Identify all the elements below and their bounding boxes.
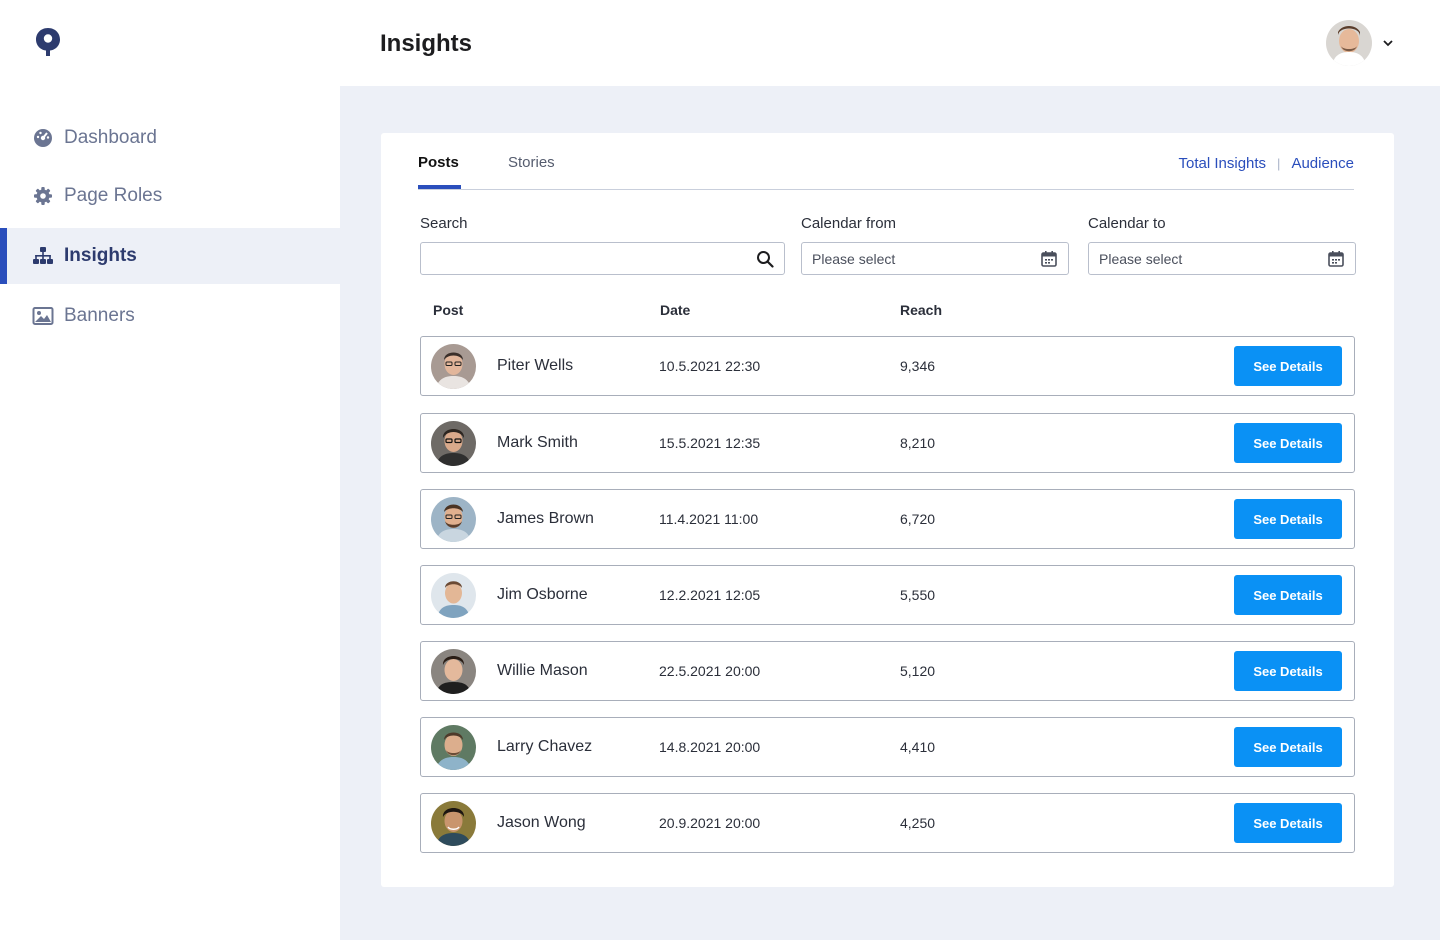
avatar — [431, 801, 476, 846]
main-content: Posts Stories Total Insights | Audience … — [340, 86, 1440, 940]
row-date: 20.9.2021 20:00 — [659, 815, 761, 831]
table-row: Piter Wells 10.5.2021 22:30 9,346 See De… — [420, 336, 1355, 396]
row-date: 22.5.2021 20:00 — [659, 663, 761, 679]
table-row: Jason Wong 20.9.2021 20:00 4,250 See Det… — [420, 793, 1355, 853]
table-row: James Brown 11.4.2021 11:00 6,720 See De… — [420, 489, 1355, 549]
row-name: Mark Smith — [497, 434, 578, 451]
table-row: Mark Smith 15.5.2021 12:35 8,210 See Det… — [420, 413, 1355, 473]
avatar — [431, 344, 476, 389]
user-menu[interactable] — [1326, 20, 1394, 66]
logo-icon[interactable] — [33, 26, 63, 58]
avatar — [431, 421, 476, 466]
search-label: Search — [420, 215, 468, 232]
row-reach: 4,410 — [900, 739, 936, 755]
calendar-to-placeholder: Please select — [1099, 250, 1183, 267]
avatar — [431, 497, 476, 542]
link-divider: | — [1277, 156, 1281, 171]
row-name: Jim Osborne — [497, 586, 588, 603]
dashboard-icon — [32, 127, 54, 149]
table-row: Willie Mason 22.5.2021 20:00 5,120 See D… — [420, 641, 1355, 701]
row-date: 14.8.2021 20:00 — [659, 739, 761, 755]
row-name: James Brown — [497, 510, 594, 527]
column-header-post: Post — [433, 302, 464, 318]
search-icon[interactable] — [756, 250, 774, 268]
column-header-reach: Reach — [900, 302, 943, 318]
image-icon — [32, 305, 54, 327]
sidebar-item-page-roles[interactable]: Page Roles — [0, 168, 340, 224]
see-details-button[interactable]: See Details — [1234, 499, 1342, 539]
page-title: Insights — [380, 30, 473, 57]
insights-card: Posts Stories Total Insights | Audience … — [381, 133, 1394, 887]
total-insights-link[interactable]: Total Insights — [1178, 155, 1267, 172]
calendar-from-field[interactable]: Please select — [801, 242, 1069, 275]
tab-bar: Posts Stories Total Insights | Audience — [418, 133, 1354, 190]
see-details-button[interactable]: See Details — [1234, 575, 1342, 615]
row-reach: 6,720 — [900, 511, 936, 527]
calendar-icon[interactable] — [1040, 250, 1058, 268]
gear-icon — [32, 185, 54, 207]
calendar-to-field[interactable]: Please select — [1088, 242, 1356, 275]
row-name: Piter Wells — [497, 357, 574, 374]
table-row: Larry Chavez 14.8.2021 20:00 4,410 See D… — [420, 717, 1355, 777]
sidebar-item-label: Dashboard — [64, 127, 157, 148]
row-date: 12.2.2021 12:05 — [659, 587, 761, 603]
table-row: Jim Osborne 12.2.2021 12:05 5,550 See De… — [420, 565, 1355, 625]
row-name: Jason Wong — [497, 814, 586, 831]
insight-links: Total Insights | Audience — [1179, 155, 1355, 172]
tab-stories[interactable]: Stories — [508, 154, 555, 171]
calendar-from-placeholder: Please select — [812, 250, 896, 267]
calendar-icon[interactable] — [1327, 250, 1345, 268]
see-details-button[interactable]: See Details — [1234, 651, 1342, 691]
row-reach: 8,210 — [900, 435, 936, 451]
search-input[interactable] — [420, 242, 785, 275]
sidebar-item-insights[interactable]: Insights — [0, 228, 340, 284]
see-details-button[interactable]: See Details — [1234, 803, 1342, 843]
chevron-down-icon[interactable] — [1382, 37, 1394, 49]
calendar-to-label: Calendar to — [1088, 215, 1166, 232]
see-details-button[interactable]: See Details — [1234, 727, 1342, 767]
see-details-button[interactable]: See Details — [1234, 423, 1342, 463]
tab-posts[interactable]: Posts — [418, 154, 459, 171]
sidebar-item-label: Page Roles — [64, 185, 163, 206]
top-header: Insights — [340, 0, 1440, 86]
column-header-date: Date — [660, 302, 691, 318]
row-name: Willie Mason — [497, 662, 588, 679]
row-reach: 9,346 — [900, 358, 936, 374]
row-date: 15.5.2021 12:35 — [659, 435, 761, 451]
sidebar-item-dashboard[interactable]: Dashboard — [0, 110, 340, 166]
audience-link[interactable]: Audience — [1291, 155, 1354, 172]
active-tab-indicator — [418, 185, 461, 189]
row-date: 10.5.2021 22:30 — [659, 358, 761, 374]
row-reach: 4,250 — [900, 815, 936, 831]
see-details-button[interactable]: See Details — [1234, 346, 1342, 386]
calendar-from-label: Calendar from — [801, 215, 897, 232]
avatar — [431, 573, 476, 618]
avatar[interactable] — [1326, 20, 1372, 66]
sidebar-item-label: Insights — [64, 245, 137, 266]
avatar — [431, 725, 476, 770]
sidebar: Dashboard Page Roles Insights Banners — [0, 0, 340, 940]
row-date: 11.4.2021 11:00 — [659, 511, 759, 527]
row-reach: 5,550 — [900, 587, 936, 603]
row-name: Larry Chavez — [497, 738, 593, 755]
row-reach: 5,120 — [900, 663, 936, 679]
sidebar-item-label: Banners — [64, 305, 135, 326]
avatar — [431, 649, 476, 694]
sidebar-item-banners[interactable]: Banners — [0, 288, 340, 344]
sidebar-nav: Dashboard Page Roles Insights Banners — [0, 110, 340, 346]
sitemap-icon — [32, 245, 54, 267]
